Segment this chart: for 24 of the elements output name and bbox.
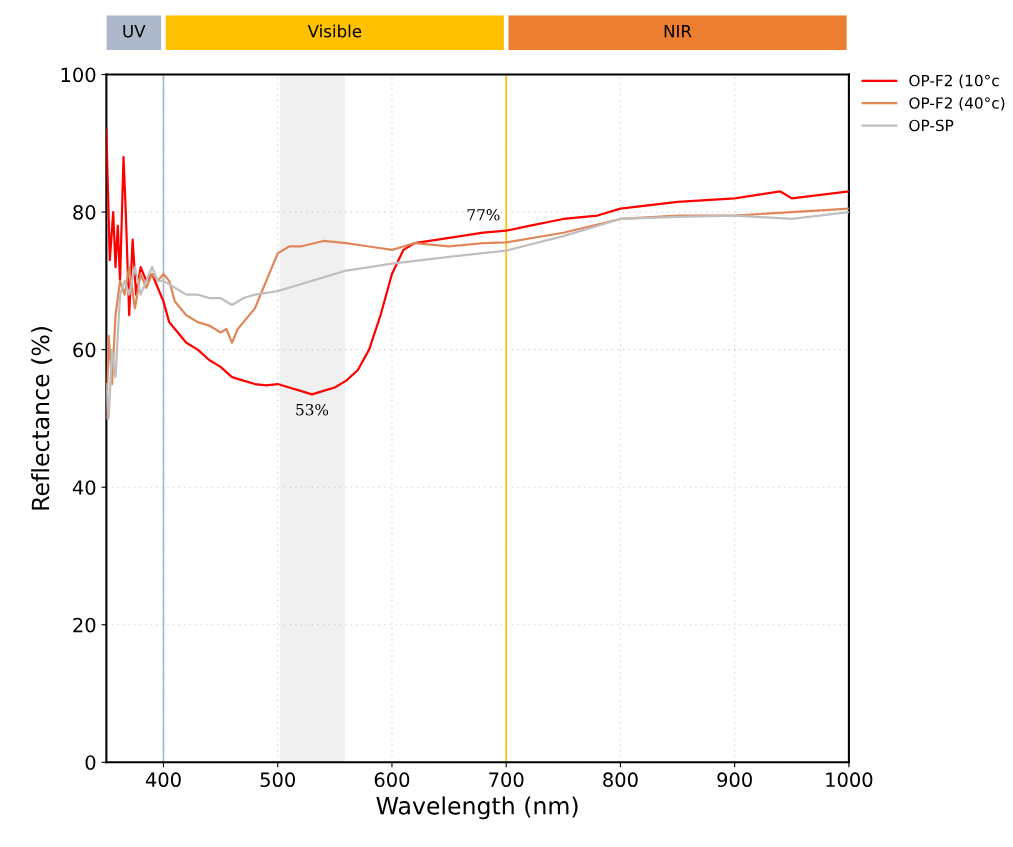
annotation: 53% bbox=[296, 403, 329, 416]
text: NIR bbox=[664, 25, 692, 38]
x-tick-label: 1000 bbox=[826, 772, 873, 788]
x-tick-label: 800 bbox=[603, 772, 638, 788]
legend-label: OP-F2 (40°c) bbox=[909, 96, 1005, 111]
text: UV bbox=[123, 25, 146, 38]
x-tick-label: 500 bbox=[260, 772, 295, 788]
x-tick-label: 700 bbox=[489, 772, 524, 788]
annotation: 77% bbox=[467, 208, 500, 221]
line-series bbox=[106, 128, 849, 396]
x-axis-title: Wavelength (nm) bbox=[376, 796, 578, 820]
y-tick-label: 100 bbox=[61, 67, 96, 83]
y-axis-title: Reflectance (%) bbox=[31, 327, 53, 510]
x-tick-label: 400 bbox=[145, 772, 181, 788]
legend-label: OP-F2 (10°c bbox=[909, 74, 999, 89]
y-tick-label: 80 bbox=[73, 205, 96, 220]
text: Visible bbox=[307, 24, 362, 38]
y-tick-label: 0 bbox=[85, 755, 96, 770]
legend-label: OP-SP bbox=[909, 119, 954, 132]
x-tick-label: 900 bbox=[717, 772, 752, 788]
y-tick-label: 40 bbox=[72, 480, 96, 495]
y-tick-label: 20 bbox=[73, 617, 96, 633]
y-tick-label: 60 bbox=[73, 342, 96, 358]
x-tick-label: 600 bbox=[374, 772, 410, 788]
